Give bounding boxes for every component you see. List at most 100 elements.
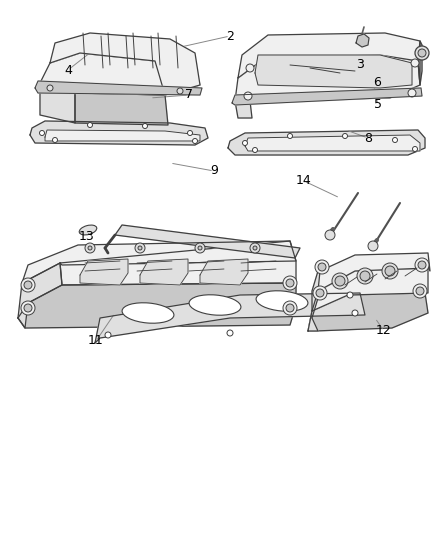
Circle shape [347,292,353,298]
Circle shape [283,301,297,315]
Polygon shape [255,55,412,88]
Circle shape [24,281,32,289]
Circle shape [88,123,92,127]
Circle shape [286,279,294,287]
Circle shape [418,49,426,57]
Polygon shape [60,241,296,285]
Polygon shape [75,93,168,125]
Text: 6: 6 [373,76,381,88]
Text: 5: 5 [374,99,382,111]
Polygon shape [115,225,300,258]
Circle shape [392,138,398,142]
Circle shape [47,85,53,91]
Circle shape [357,268,373,284]
Polygon shape [238,33,420,85]
Circle shape [286,304,294,312]
Circle shape [325,230,335,240]
Polygon shape [232,88,422,105]
Circle shape [88,246,92,250]
Polygon shape [40,83,75,123]
Polygon shape [308,293,428,331]
Polygon shape [18,263,62,328]
Circle shape [287,133,293,139]
Circle shape [243,141,247,146]
Circle shape [85,243,95,253]
Text: 8: 8 [364,132,372,144]
Ellipse shape [189,295,241,315]
Polygon shape [30,121,208,145]
Circle shape [413,284,427,298]
Circle shape [332,273,348,289]
Circle shape [187,131,192,135]
Circle shape [385,266,395,276]
Polygon shape [50,33,200,95]
Polygon shape [45,130,200,141]
Polygon shape [40,53,200,95]
Circle shape [316,289,324,297]
Circle shape [413,147,417,151]
Polygon shape [356,34,369,47]
Circle shape [352,310,358,316]
Circle shape [39,131,45,135]
Circle shape [360,271,370,281]
Ellipse shape [256,291,308,311]
Polygon shape [140,259,188,285]
Circle shape [415,46,429,60]
Polygon shape [318,253,430,291]
Polygon shape [18,283,296,328]
Text: 9: 9 [210,165,218,177]
Circle shape [142,124,148,128]
Circle shape [368,241,378,251]
Text: 7: 7 [185,88,193,101]
Circle shape [408,89,416,97]
Text: 14: 14 [296,174,312,188]
Text: 3: 3 [356,59,364,71]
Circle shape [105,332,111,338]
Circle shape [343,133,347,139]
Text: 2: 2 [226,29,234,43]
Circle shape [250,243,260,253]
Polygon shape [235,101,252,118]
Text: 11: 11 [88,335,104,348]
Circle shape [227,330,233,336]
Text: 13: 13 [79,230,95,243]
Circle shape [313,286,327,300]
Circle shape [135,243,145,253]
Circle shape [24,304,32,312]
Polygon shape [418,41,422,85]
Circle shape [21,301,35,315]
Circle shape [21,278,35,292]
Circle shape [253,246,257,250]
Ellipse shape [122,303,174,323]
Circle shape [315,260,329,274]
Polygon shape [235,55,420,101]
Circle shape [411,59,419,67]
Polygon shape [228,130,425,155]
Circle shape [192,139,198,143]
Circle shape [244,92,252,100]
Polygon shape [312,268,428,311]
Circle shape [195,243,205,253]
Circle shape [382,263,398,279]
Polygon shape [35,81,202,95]
Circle shape [246,64,254,72]
Circle shape [252,148,258,152]
Circle shape [53,138,57,142]
Circle shape [416,287,424,295]
Ellipse shape [79,225,97,235]
Polygon shape [95,293,365,343]
Circle shape [177,88,183,94]
Circle shape [138,246,142,250]
Polygon shape [22,241,296,283]
Polygon shape [200,259,248,285]
Circle shape [335,276,345,286]
Polygon shape [245,135,420,151]
Polygon shape [308,271,322,331]
Circle shape [418,261,426,269]
Circle shape [318,263,326,271]
Text: 4: 4 [64,63,72,77]
Polygon shape [80,259,128,285]
Circle shape [415,258,429,272]
Circle shape [283,276,297,290]
Circle shape [198,246,202,250]
